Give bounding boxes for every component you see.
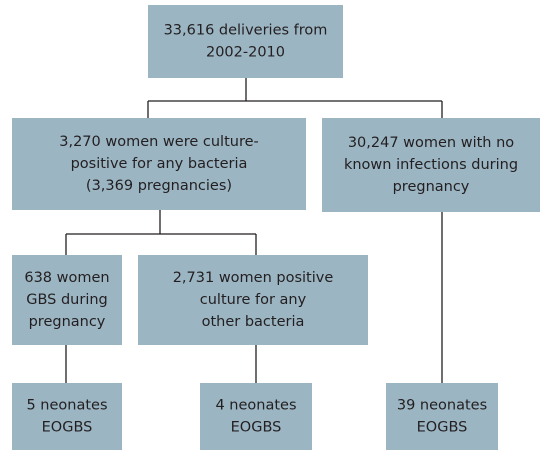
node-box [200, 383, 312, 450]
node-label: EOGBS [231, 420, 282, 436]
node-label: 33,616 deliveries from [164, 23, 328, 39]
node-label: 2002-2010 [206, 45, 285, 61]
node-label: GBS during [26, 292, 108, 308]
connector [65, 210, 257, 255]
node-box [386, 383, 498, 450]
node-label: pregnancy [29, 314, 106, 330]
node-box [12, 255, 122, 345]
node-box [138, 255, 368, 345]
node-label: 4 neonates [215, 398, 296, 414]
node-label: (3,369 pregnancies) [86, 178, 232, 194]
node-label: 2,731 women positive [173, 270, 334, 286]
connector [147, 78, 443, 118]
node-box [12, 383, 122, 450]
node-label: 638 women [24, 270, 109, 286]
connector [65, 212, 443, 383]
node-label: pregnancy [393, 179, 470, 195]
connectors [65, 78, 443, 383]
node-label: 30,247 women with no [348, 135, 514, 151]
node-label: EOGBS [417, 420, 468, 436]
node-box [322, 118, 540, 212]
node-box [12, 118, 306, 210]
node-label: culture for any [200, 292, 307, 308]
node-label: other bacteria [202, 314, 305, 330]
node-label: positive for any bacteria [71, 156, 248, 172]
node-label: 3,270 women were culture- [59, 134, 259, 150]
node-box [148, 5, 343, 78]
node-label: known infections during [344, 157, 518, 173]
node-label: 5 neonates [26, 398, 107, 414]
node-label: 39 neonates [397, 398, 487, 414]
node-label: EOGBS [42, 420, 93, 436]
